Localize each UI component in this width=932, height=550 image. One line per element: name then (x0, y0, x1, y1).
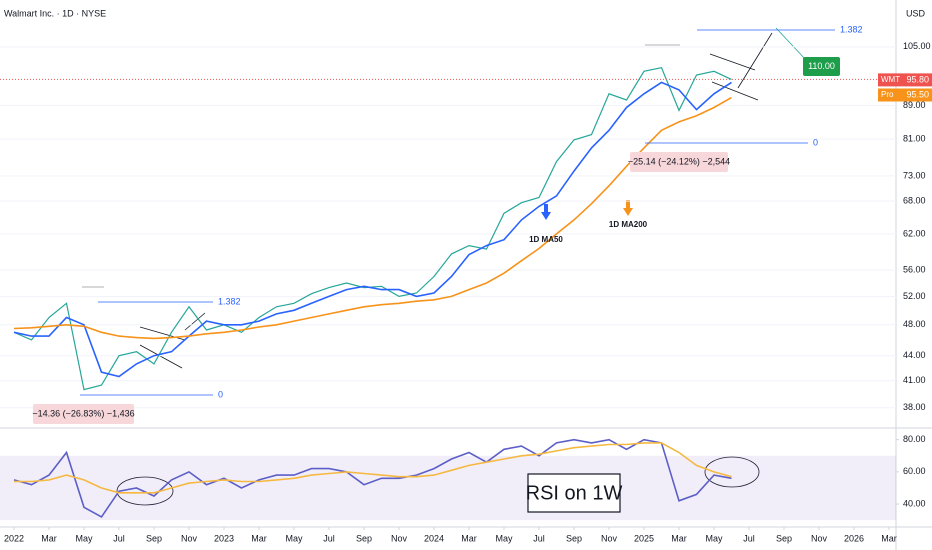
y-tick-label: 62.00 (903, 228, 926, 238)
x-tick-label: Nov (601, 533, 618, 543)
ma200-arrow (623, 200, 633, 216)
x-tick-label: Jul (533, 533, 545, 543)
x-tick-label: May (495, 533, 513, 543)
x-tick-label: 2025 (634, 533, 654, 543)
y-axis-label: USD (906, 8, 926, 18)
y-tick-label: 68.00 (903, 195, 926, 205)
x-tick-label: Nov (811, 533, 828, 543)
ma50-label: 1D MA50 (529, 235, 563, 244)
measure-box (630, 152, 728, 172)
measure-label: −25.14 (−24.12%) −2,544 (628, 156, 730, 166)
x-tick-label: Jul (743, 533, 755, 543)
fib-label: 0 (813, 137, 818, 147)
x-tick-label: Sep (566, 533, 582, 543)
y-tick-label: 44.00 (903, 350, 926, 360)
x-tick-label: 2023 (214, 533, 234, 543)
measure-label: −14.36 (−26.83%) −1,436 (32, 408, 134, 418)
x-tick-label: Sep (146, 533, 162, 543)
x-tick-label: Nov (391, 533, 408, 543)
y-tick-label: 56.00 (903, 264, 926, 274)
drawings (82, 27, 807, 506)
price-tag (878, 88, 932, 102)
x-tick-label: May (75, 533, 93, 543)
chart-title: Walmart Inc. · 1D · NYSE (4, 8, 106, 18)
trend-line (709, 53, 756, 71)
arrow (184, 312, 206, 331)
x-tick-label: Sep (776, 533, 792, 543)
y-tick-label: 38.00 (903, 402, 926, 412)
x-tick-label: Mar (251, 533, 267, 543)
series-line (13, 96, 732, 340)
y-tick-label: 60.00 (903, 466, 926, 476)
series-line (13, 67, 732, 391)
rsi-band (0, 455, 896, 521)
y-tick-label: 80.00 (903, 434, 926, 444)
arrow (775, 27, 807, 61)
x-tick-label: 2024 (424, 533, 444, 543)
x-tick-label: 2022 (4, 533, 24, 543)
target-label: 110.00 (808, 61, 835, 71)
series-line (14, 442, 732, 494)
x-tick-label: Sep (356, 533, 372, 543)
fib-label: 0 (218, 389, 223, 399)
measure-box (33, 404, 134, 424)
price-tag (878, 73, 932, 87)
x-tick-label: Mar (41, 533, 57, 543)
price-tag-value: 95.80 (906, 74, 929, 84)
y-tick-label: 81.00 (903, 133, 926, 143)
price-tag-symbol: Pro (881, 90, 894, 99)
x-tick-label: Nov (181, 533, 198, 543)
y-tick-label: 52.00 (903, 291, 926, 301)
y-tick-label: 89.00 (903, 100, 926, 110)
x-tick-label: May (285, 533, 303, 543)
x-tick-label: May (705, 533, 723, 543)
x-tick-label: Mar (461, 533, 477, 543)
rsi-note: RSI on 1W (526, 482, 623, 504)
series-line (13, 438, 732, 518)
series-line (13, 81, 732, 378)
target-box (803, 57, 840, 76)
x-tick-label: Jul (323, 533, 335, 543)
trend-line (711, 81, 759, 101)
x-tick-label: Mar (881, 533, 897, 543)
y-tick-label: 105.00 (903, 41, 931, 51)
ma200-label: 1D MA200 (609, 220, 648, 229)
fib-label: 1.382 (840, 24, 863, 34)
y-tick-label: 41.00 (903, 375, 926, 385)
arrow (737, 32, 773, 89)
fib-label: 1.382 (218, 296, 241, 306)
ma50-arrow (541, 204, 551, 220)
price-tag-symbol: WMT (881, 75, 900, 84)
x-tick-label: 2026 (844, 533, 864, 543)
trend-line (139, 344, 183, 369)
y-tick-label: 73.00 (903, 170, 926, 180)
highlight-ellipse (704, 456, 760, 488)
rsi-note-box (527, 473, 621, 513)
x-tick-label: Mar (671, 533, 687, 543)
y-tick-label: 40.00 (903, 498, 926, 508)
price-tag-value: 95.50 (906, 89, 929, 99)
x-tick-label: Jul (113, 533, 125, 543)
highlight-ellipse (116, 476, 174, 506)
y-tick-label: 48.00 (903, 319, 926, 329)
